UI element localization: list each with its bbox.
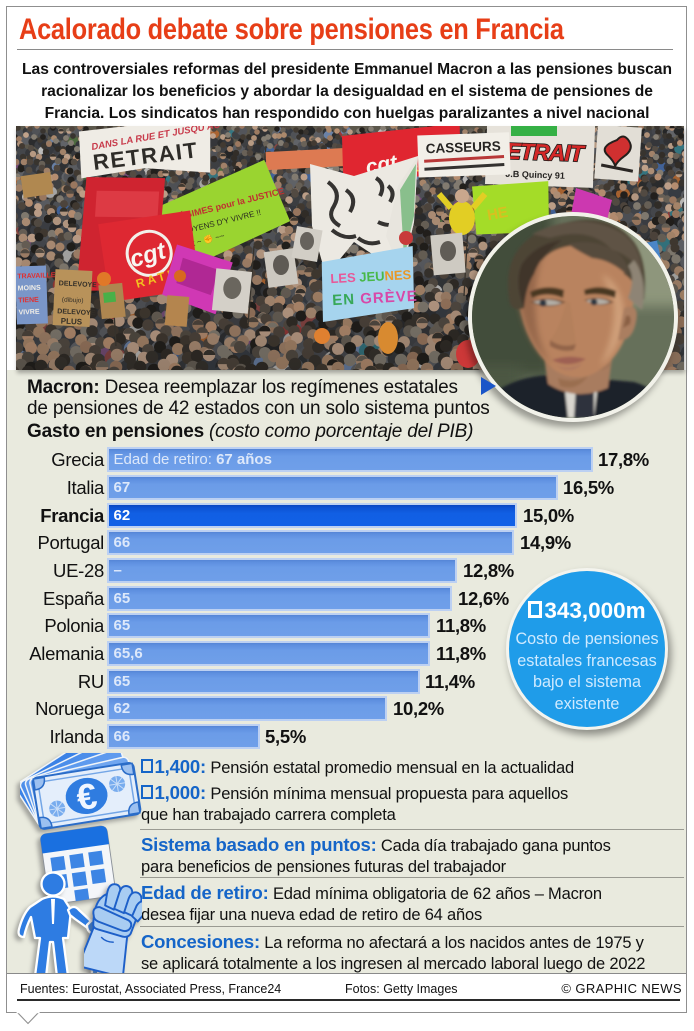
svg-text:TIENE: TIENE <box>18 297 39 305</box>
svg-text:HE: HE <box>486 204 509 224</box>
svg-text:PLUS: PLUS <box>61 316 83 326</box>
svg-text:J.B Quincy 91: J.B Quincy 91 <box>505 169 565 181</box>
svg-text:(dibujo): (dibujo) <box>62 296 84 304</box>
svg-text:TRAVAILLE: TRAVAILLE <box>17 272 56 280</box>
svg-text:MOINS: MOINS <box>18 285 42 293</box>
svg-text:VIVRE: VIVRE <box>18 309 40 317</box>
svg-text:CASSEURS: CASSEURS <box>425 139 500 157</box>
